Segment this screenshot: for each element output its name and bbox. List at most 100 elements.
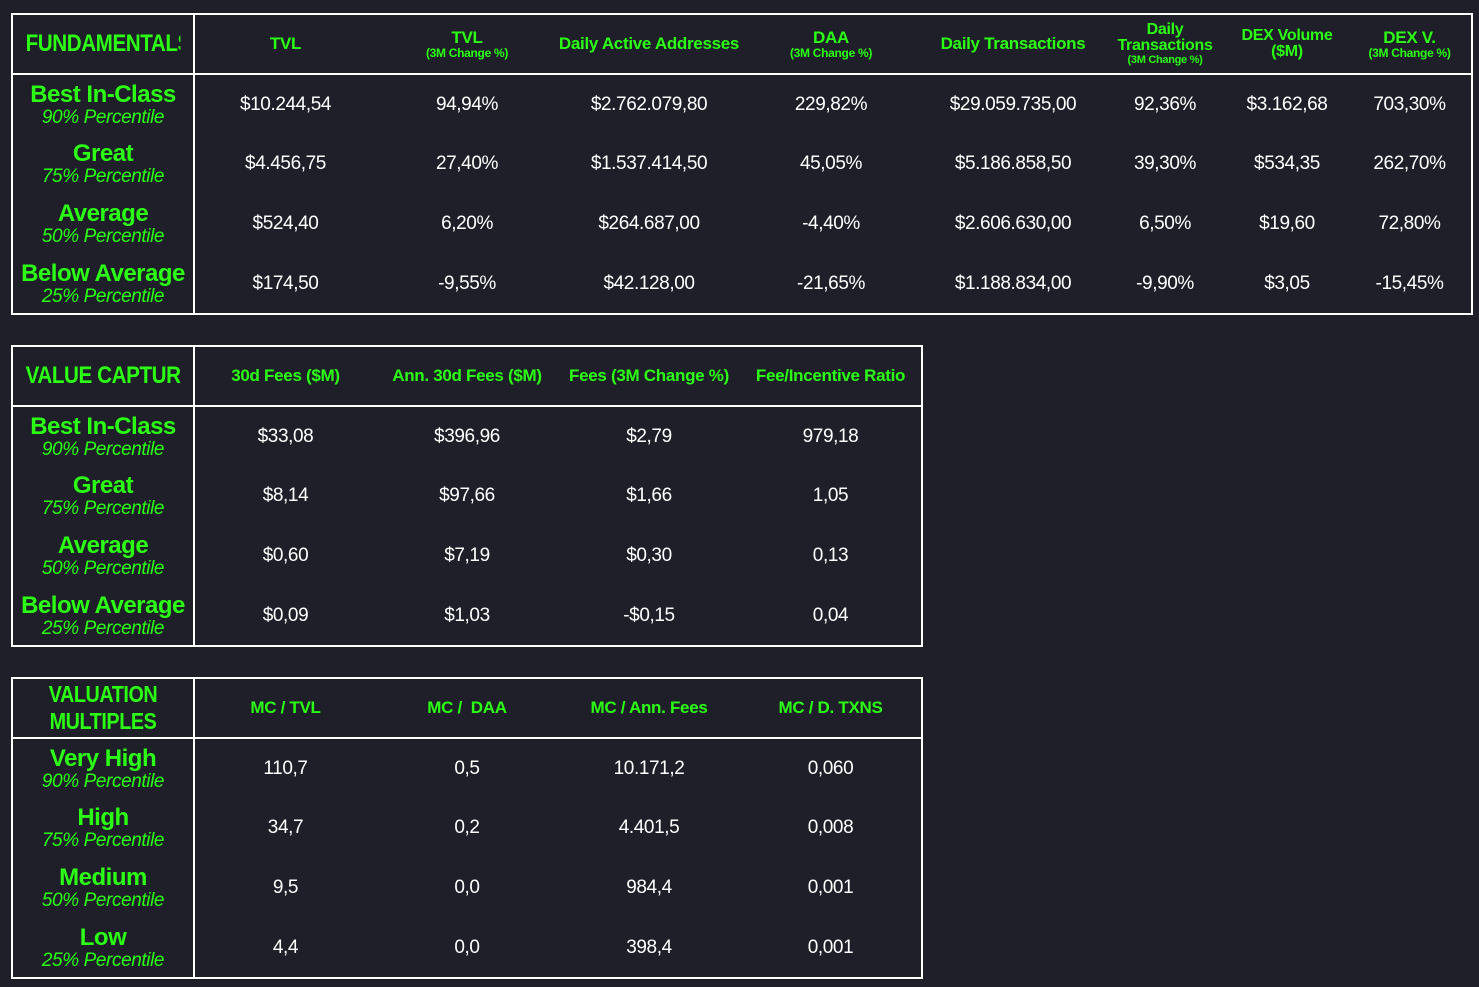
- percentile-label: 50% Percentile: [41, 226, 165, 247]
- table-row: Very High 90% Percentile 110,7 0,5 10.171,2 0…: [12, 738, 922, 798]
- table-cell: 229,82%: [794, 93, 868, 115]
- table-cell: 0,0: [454, 936, 480, 958]
- row-label: Average 50% Percentile: [12, 526, 195, 586]
- tier-name: Best In-Class: [30, 412, 176, 440]
- section-title: VALUE CAPTURE: [24, 346, 183, 407]
- tier-name: Below Average: [21, 259, 185, 287]
- row-label: Great 75% Percentile: [12, 134, 195, 194]
- table-cell: $264.687,00: [598, 213, 700, 234]
- table-cell: 0,5: [454, 757, 480, 779]
- table-cell: $0,30: [626, 545, 672, 566]
- percentile-label: 50% Percentile: [41, 558, 165, 579]
- table-cell: $8,14: [262, 485, 309, 506]
- table-cell: $1.188.834,00: [954, 272, 1072, 294]
- tier-name: Below Average: [21, 591, 185, 619]
- percentile-label: 25% Percentile: [41, 285, 165, 307]
- table-cell: $396,96: [434, 425, 500, 447]
- table-cell: $42.128,00: [603, 272, 695, 294]
- table-cell: $10.244,54: [239, 93, 332, 115]
- tier-name: Low: [79, 923, 127, 951]
- table-cell: 92,36%: [1133, 93, 1197, 115]
- table-cell: $1.537.414,50: [590, 153, 708, 174]
- tier-name: Best In-Class: [30, 80, 176, 108]
- table-cell: 0,060: [807, 757, 854, 779]
- table-cell: 984,4: [626, 877, 672, 898]
- table-cell: $5.186.858,50: [954, 153, 1072, 174]
- percentile-label: 25% Percentile: [41, 617, 165, 639]
- column-header-tvl: TVL: [194, 14, 376, 75]
- table-cell: $33,08: [257, 425, 314, 447]
- table-cell: 398,4: [626, 936, 672, 958]
- table-cell: 979,18: [802, 425, 859, 447]
- column-header-daa-change: DAA (3M Change %): [740, 14, 922, 75]
- table-cell: 0,04: [812, 604, 849, 626]
- header-row: VALUE CAPTURE 30d Fees ($M) Ann. 30d Fee…: [12, 346, 922, 407]
- percentile-label: 90% Percentile: [41, 770, 165, 792]
- percentile-label: 75% Percentile: [41, 830, 165, 851]
- row-label: High 75% Percentile: [12, 798, 195, 858]
- table-row: Great 75% Percentile $8,14 $97,66 $1,66 1,05: [12, 466, 922, 526]
- table-cell: -$0,15: [623, 604, 675, 626]
- section-title: FUNDAMENTALS: [24, 14, 183, 75]
- table-cell: 94,94%: [435, 93, 499, 115]
- table-cell: -9,55%: [438, 272, 496, 294]
- table-cell: 10.171,2: [613, 757, 685, 779]
- table-row: Average 50% Percentile $0,60 $7,19 $0,30 0,13: [12, 526, 922, 586]
- table-cell: 6,20%: [441, 213, 493, 234]
- table-cell: 1,05: [812, 485, 849, 506]
- table-cell: $2,79: [626, 425, 672, 447]
- table-cell: $97,66: [439, 485, 495, 506]
- table-cell: $174,50: [252, 272, 319, 294]
- table-cell: $19,60: [1259, 213, 1315, 234]
- table-cell: 9,5: [272, 877, 299, 898]
- table-row: Great 75% Percentile $4.456,75 27,40% $1.537…: [12, 134, 1472, 194]
- table-cell: $29.059.735,00: [949, 93, 1077, 115]
- table-cell: $2.762.079,80: [590, 93, 708, 115]
- table-row: Best In-Class 90% Percentile $10.244,54 94,…: [12, 74, 1472, 134]
- table-cell: 45,05%: [799, 153, 863, 174]
- tier-name: Very High: [49, 744, 157, 772]
- section-title-line: MULTIPLES: [49, 708, 157, 734]
- percentile-label: 90% Percentile: [41, 106, 165, 128]
- header-row: VALUATION MULTIPLES MC / TVL MC / DAA MC…: [12, 678, 922, 739]
- tier-name: Average: [57, 532, 149, 559]
- column-header-daily-active-addresses: Daily Active Addresses: [558, 14, 740, 75]
- table-cell: $1,66: [626, 485, 672, 506]
- table-cell: $524,40: [252, 213, 319, 234]
- table-cell: 0,001: [807, 936, 854, 958]
- section-title: VALUATION MULTIPLES: [24, 678, 183, 739]
- table-cell: 0,0: [454, 877, 480, 898]
- row-label: Medium 50% Percentile: [12, 858, 195, 918]
- column-header-mc-tvl: MC / TVL: [194, 678, 376, 739]
- row-label: Great 75% Percentile: [12, 466, 195, 526]
- table-cell: $3.162,68: [1246, 93, 1328, 115]
- percentile-label: 90% Percentile: [41, 438, 165, 460]
- table-cell: 0,008: [807, 817, 854, 838]
- table-row: Best In-Class 90% Percentile $33,08 $396,96…: [12, 406, 922, 466]
- table-row: Low 25% Percentile 4,4 0,0 398,4 0,001: [12, 918, 922, 978]
- table-cell: $2.606.630,00: [954, 213, 1072, 234]
- row-label: Below Average 25% Percentile: [12, 254, 195, 314]
- table-row: High 75% Percentile 34,7 0,2 4.401,5 0,008: [12, 798, 922, 858]
- tier-name: Great: [72, 472, 134, 499]
- row-label: Very High 90% Percentile: [12, 738, 195, 798]
- section-title-line: VALUATION: [48, 681, 158, 707]
- column-header-mc-d-txns: MC / D. TXNS: [740, 678, 922, 739]
- table-cell: 0,001: [807, 877, 854, 898]
- row-label: Best In-Class 90% Percentile: [12, 406, 195, 466]
- table-cell: $1,03: [444, 604, 490, 626]
- table-cell: 703,30%: [1373, 93, 1446, 115]
- column-header-tvl-change: TVL (3M Change %): [376, 14, 558, 75]
- table-cell: $3,05: [1264, 272, 1310, 294]
- percentile-label: 25% Percentile: [41, 949, 165, 971]
- table-cell: 4,4: [272, 936, 299, 958]
- column-header-fees-change: Fees (3M Change %): [558, 346, 740, 407]
- row-label: Average 50% Percentile: [12, 194, 195, 254]
- column-header-30d-fees: 30d Fees ($M): [194, 346, 376, 407]
- tier-name: Great: [72, 140, 134, 167]
- tier-name: Average: [57, 200, 149, 227]
- table-cell: 27,40%: [435, 153, 499, 174]
- row-label: Low 25% Percentile: [12, 918, 195, 978]
- column-header-daily-transactions: Daily Transactions: [922, 14, 1104, 75]
- percentile-label: 75% Percentile: [41, 166, 165, 187]
